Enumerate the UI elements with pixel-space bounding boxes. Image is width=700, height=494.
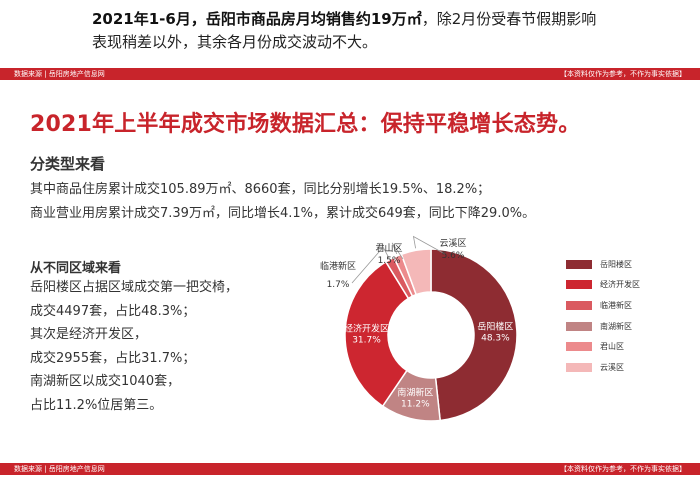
slice-name-label: 云溪区 xyxy=(439,237,466,249)
intro-bold: 2021年1-6月，岳阳市商品房月均销售约19万㎡ xyxy=(92,10,422,28)
slice-value-label: 1.5% xyxy=(378,256,401,266)
district-line: 成交2955套，占比31.7%； xyxy=(30,350,196,366)
by-type-line1: 其中商品住房累计成交105.89万㎡、8660套，同比分别增长19.5%、18.… xyxy=(30,182,491,197)
slice-value-label: 1.7% xyxy=(327,280,350,290)
legend-swatch xyxy=(566,280,592,290)
legend-label: 南湖新区 xyxy=(600,321,632,331)
legend-swatch xyxy=(566,259,592,269)
chart-legend: 岳阳楼区经济开发区临港新区南湖新区君山区云溪区 xyxy=(566,254,640,378)
legend-item: 经济开发区 xyxy=(566,275,640,296)
slice-value-label: 48.3% xyxy=(481,334,510,344)
leader-line xyxy=(391,242,404,260)
legend-item: 岳阳楼区 xyxy=(566,254,640,275)
source-text: 数据来源 | 岳阳房地产信息网 xyxy=(14,465,105,473)
legend-item: 君山区 xyxy=(566,336,640,357)
legend-item: 临港新区 xyxy=(566,295,640,316)
intro-rest: ，除2月份受春节假期影响 xyxy=(421,10,597,28)
district-line: 占比11.2%位居第三。 xyxy=(30,397,163,413)
slice-value-label: 31.7% xyxy=(352,336,381,346)
slice-value-label: 5.6% xyxy=(442,251,465,261)
district-line: 南湖新区以成交1040套， xyxy=(30,374,181,389)
by-district-text: 岳阳楼区占据区域成交第一把交椅， 成交4497套，占比48.3%； 其次是经济开… xyxy=(30,276,290,417)
slice-name-label: 君山区 xyxy=(375,243,402,254)
intro-line2: 表现稍差以外，其余各月份成交波动不大。 xyxy=(92,33,378,51)
slice-value-label: 11.2% xyxy=(401,400,430,410)
legend-item: 云溪区 xyxy=(566,357,640,378)
slice-2 xyxy=(344,260,410,408)
slice-name-label: 临港新区 xyxy=(320,260,356,272)
legend-swatch xyxy=(566,300,592,310)
legend-label: 临港新区 xyxy=(600,300,632,310)
leader-line xyxy=(412,235,446,255)
legend-label: 云溪区 xyxy=(600,362,624,372)
district-line: 成交4497套，占比48.3%； xyxy=(30,303,196,319)
headline: 2021年上半年成交市场数据汇总：保持平稳增长态势。 xyxy=(30,112,581,137)
legend-label: 岳阳楼区 xyxy=(600,259,632,269)
slice-name-label: 岳阳楼区 xyxy=(477,321,513,333)
district-line: 其次是经济开发区， xyxy=(30,327,148,342)
leader-line xyxy=(351,246,390,284)
disclaimer-text: 【本资料仅作为参考，不作为事实依据】 xyxy=(560,70,686,78)
legend-swatch xyxy=(566,342,592,352)
source-text: 数据来源 | 岳阳房地产信息网 xyxy=(14,70,105,78)
disclaimer-text: 【本资料仅作为参考，不作为事实依据】 xyxy=(560,465,686,473)
footer-band: 数据来源 | 岳阳房地产信息网 【本资料仅作为参考，不作为事实依据】 xyxy=(0,463,700,475)
by-district-title: 从不同区域来看 xyxy=(30,261,122,276)
slice-0 xyxy=(430,248,518,422)
intro-paragraph: 2021年1-6月，岳阳市商品房月均销售约19万㎡，除2月份受春节假期影响 表现… xyxy=(92,8,672,54)
legend-swatch xyxy=(566,321,592,331)
slice-name-label: 南湖新区 xyxy=(397,387,433,399)
by-type-line2: 商业营业用房累计成交7.39万㎡，同比增长4.1%，累计成交649套，同比下降2… xyxy=(30,206,536,221)
header-band: 数据来源 | 岳阳房地产信息网 【本资料仅作为参考，不作为事实依据】 xyxy=(0,68,700,80)
legend-label: 君山区 xyxy=(600,342,624,352)
by-type-title: 分类型来看 xyxy=(30,155,106,173)
district-line: 岳阳楼区占据区域成交第一把交椅， xyxy=(30,280,239,295)
slice-5 xyxy=(400,248,432,296)
legend-item: 南湖新区 xyxy=(566,316,640,337)
legend-label: 经济开发区 xyxy=(600,280,640,290)
slice-name-label: 经济开发区 xyxy=(344,323,389,335)
legend-swatch xyxy=(566,362,592,372)
